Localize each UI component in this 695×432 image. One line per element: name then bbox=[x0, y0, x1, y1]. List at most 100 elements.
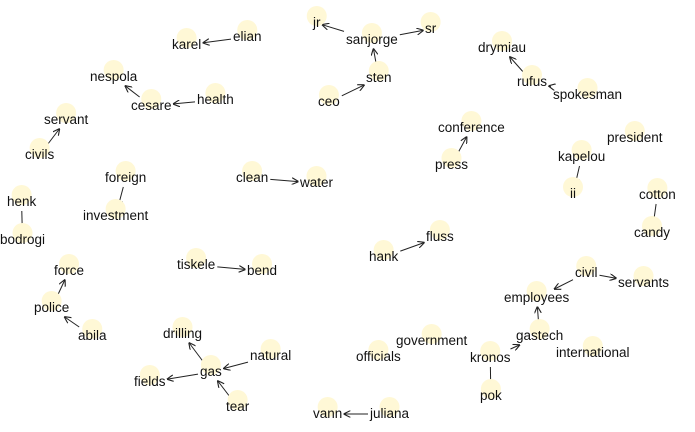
node-label-bodrogi: bodrogi bbox=[0, 232, 45, 247]
node-label-clean: clean bbox=[236, 170, 268, 185]
node-marker-government bbox=[421, 324, 442, 344]
node-marker-health bbox=[205, 83, 226, 103]
node-marker-fields bbox=[139, 365, 160, 385]
node-label-rufus: rufus bbox=[517, 74, 547, 89]
node-label-health: health bbox=[197, 92, 234, 107]
node-label-foreign: foreign bbox=[105, 170, 146, 185]
node-label-gastech: gastech bbox=[516, 328, 563, 343]
node-label-conference: conference bbox=[438, 120, 505, 135]
node-marker-abila bbox=[82, 319, 103, 339]
edge-civil-to-servants bbox=[599, 275, 617, 278]
node-marker-fluss bbox=[429, 220, 450, 240]
node-label-juliana: juliana bbox=[369, 406, 410, 421]
node-marker-servant bbox=[56, 103, 77, 123]
node-label-water: water bbox=[299, 175, 334, 190]
edge-sanjorge-to-jr bbox=[323, 25, 345, 32]
edge-cesare-to-nespola bbox=[125, 86, 140, 98]
node-label-cotton: cotton bbox=[639, 187, 676, 202]
node-marker-press bbox=[441, 148, 462, 168]
node-label-spokesman: spokesman bbox=[553, 87, 622, 102]
node-marker-hank bbox=[373, 240, 394, 260]
node-label-jr: jr bbox=[312, 15, 321, 30]
node-marker-kapelou bbox=[571, 140, 592, 160]
node-marker-employees bbox=[526, 281, 547, 301]
node-marker-police bbox=[41, 291, 62, 311]
node-marker-president bbox=[624, 121, 645, 141]
node-marker-officials bbox=[368, 340, 389, 360]
edge-kronos-to-gastech bbox=[510, 345, 520, 349]
node-marker-gastech bbox=[529, 319, 550, 339]
edge-rufus-to-drymiau bbox=[510, 57, 525, 74]
node-markers-layer bbox=[11, 6, 668, 417]
node-label-international: international bbox=[556, 345, 630, 360]
node-marker-karel bbox=[176, 28, 197, 48]
node-label-bend: bend bbox=[247, 263, 277, 278]
node-marker-water bbox=[306, 166, 327, 186]
edge-ceo-to-sten bbox=[341, 85, 364, 97]
node-marker-natural bbox=[260, 339, 281, 359]
node-marker-pok bbox=[480, 379, 501, 399]
node-marker-ii bbox=[563, 177, 583, 197]
edge-tiskele-to-bend bbox=[217, 267, 245, 270]
node-marker-jr bbox=[306, 6, 327, 26]
node-marker-candy bbox=[642, 216, 663, 236]
node-label-hank: hank bbox=[369, 249, 399, 264]
node-label-karel: karel bbox=[172, 37, 201, 52]
node-marker-cesare bbox=[141, 89, 162, 109]
node-marker-henk bbox=[11, 185, 32, 205]
node-label-police: police bbox=[34, 300, 69, 315]
node-marker-rufus bbox=[522, 65, 543, 85]
node-label-employees: employees bbox=[504, 290, 570, 305]
node-label-servants: servants bbox=[618, 275, 669, 290]
node-marker-conference bbox=[461, 111, 482, 131]
node-label-candy: candy bbox=[634, 225, 670, 240]
node-label-gas: gas bbox=[200, 364, 222, 379]
node-label-nespola: nespola bbox=[90, 69, 138, 84]
node-marker-bodrogi bbox=[12, 223, 33, 243]
node-label-sten: sten bbox=[366, 70, 392, 85]
node-label-sr: sr bbox=[425, 21, 437, 36]
edge-tear-to-gas bbox=[218, 381, 232, 399]
edge-gas-to-fields bbox=[168, 373, 199, 379]
edge-sanjorge-to-sr bbox=[399, 30, 423, 36]
node-label-pok: pok bbox=[480, 388, 502, 403]
node-label-abila: abila bbox=[78, 328, 107, 343]
node-label-force: force bbox=[54, 263, 84, 278]
node-label-president: president bbox=[607, 130, 663, 145]
node-marker-sr bbox=[420, 12, 441, 32]
node-marker-sanjorge bbox=[361, 23, 382, 43]
node-label-servant: servant bbox=[44, 112, 89, 127]
node-marker-tear bbox=[227, 390, 248, 410]
node-label-sanjorge: sanjorge bbox=[346, 32, 398, 47]
node-marker-tiskele bbox=[186, 248, 207, 268]
node-label-investment: investment bbox=[83, 208, 149, 223]
node-marker-sten bbox=[368, 61, 389, 81]
node-label-civils: civils bbox=[25, 147, 54, 162]
node-marker-kronos bbox=[480, 341, 501, 361]
node-marker-elian bbox=[237, 20, 258, 40]
edge-gas-to-drilling bbox=[189, 343, 205, 364]
edge-civils-to-servant bbox=[46, 129, 59, 147]
node-marker-cotton bbox=[647, 178, 668, 198]
edge-natural-to-gas bbox=[224, 361, 249, 368]
node-marker-investment bbox=[105, 199, 126, 219]
node-marker-civil bbox=[576, 256, 597, 276]
node-label-vann: vann bbox=[313, 406, 342, 421]
node-marker-drilling bbox=[172, 317, 193, 337]
node-label-government: government bbox=[396, 333, 468, 348]
node-marker-spokesman bbox=[577, 78, 598, 98]
node-marker-international bbox=[582, 336, 603, 356]
node-label-cesare: cesare bbox=[131, 98, 172, 113]
node-marker-servants bbox=[633, 266, 654, 286]
node-label-fluss: fluss bbox=[426, 229, 454, 244]
node-label-ii: ii bbox=[570, 186, 576, 201]
node-marker-bend bbox=[252, 254, 273, 274]
node-marker-force bbox=[59, 254, 80, 274]
node-marker-vann bbox=[317, 397, 338, 417]
edge-hank-to-fluss bbox=[400, 243, 424, 252]
node-label-fields: fields bbox=[134, 374, 166, 389]
node-label-ceo: ceo bbox=[318, 94, 340, 109]
node-label-natural: natural bbox=[250, 348, 291, 363]
labels-layer: jr sanjorge sr karel elian drymiau nespola sten… bbox=[0, 15, 676, 421]
